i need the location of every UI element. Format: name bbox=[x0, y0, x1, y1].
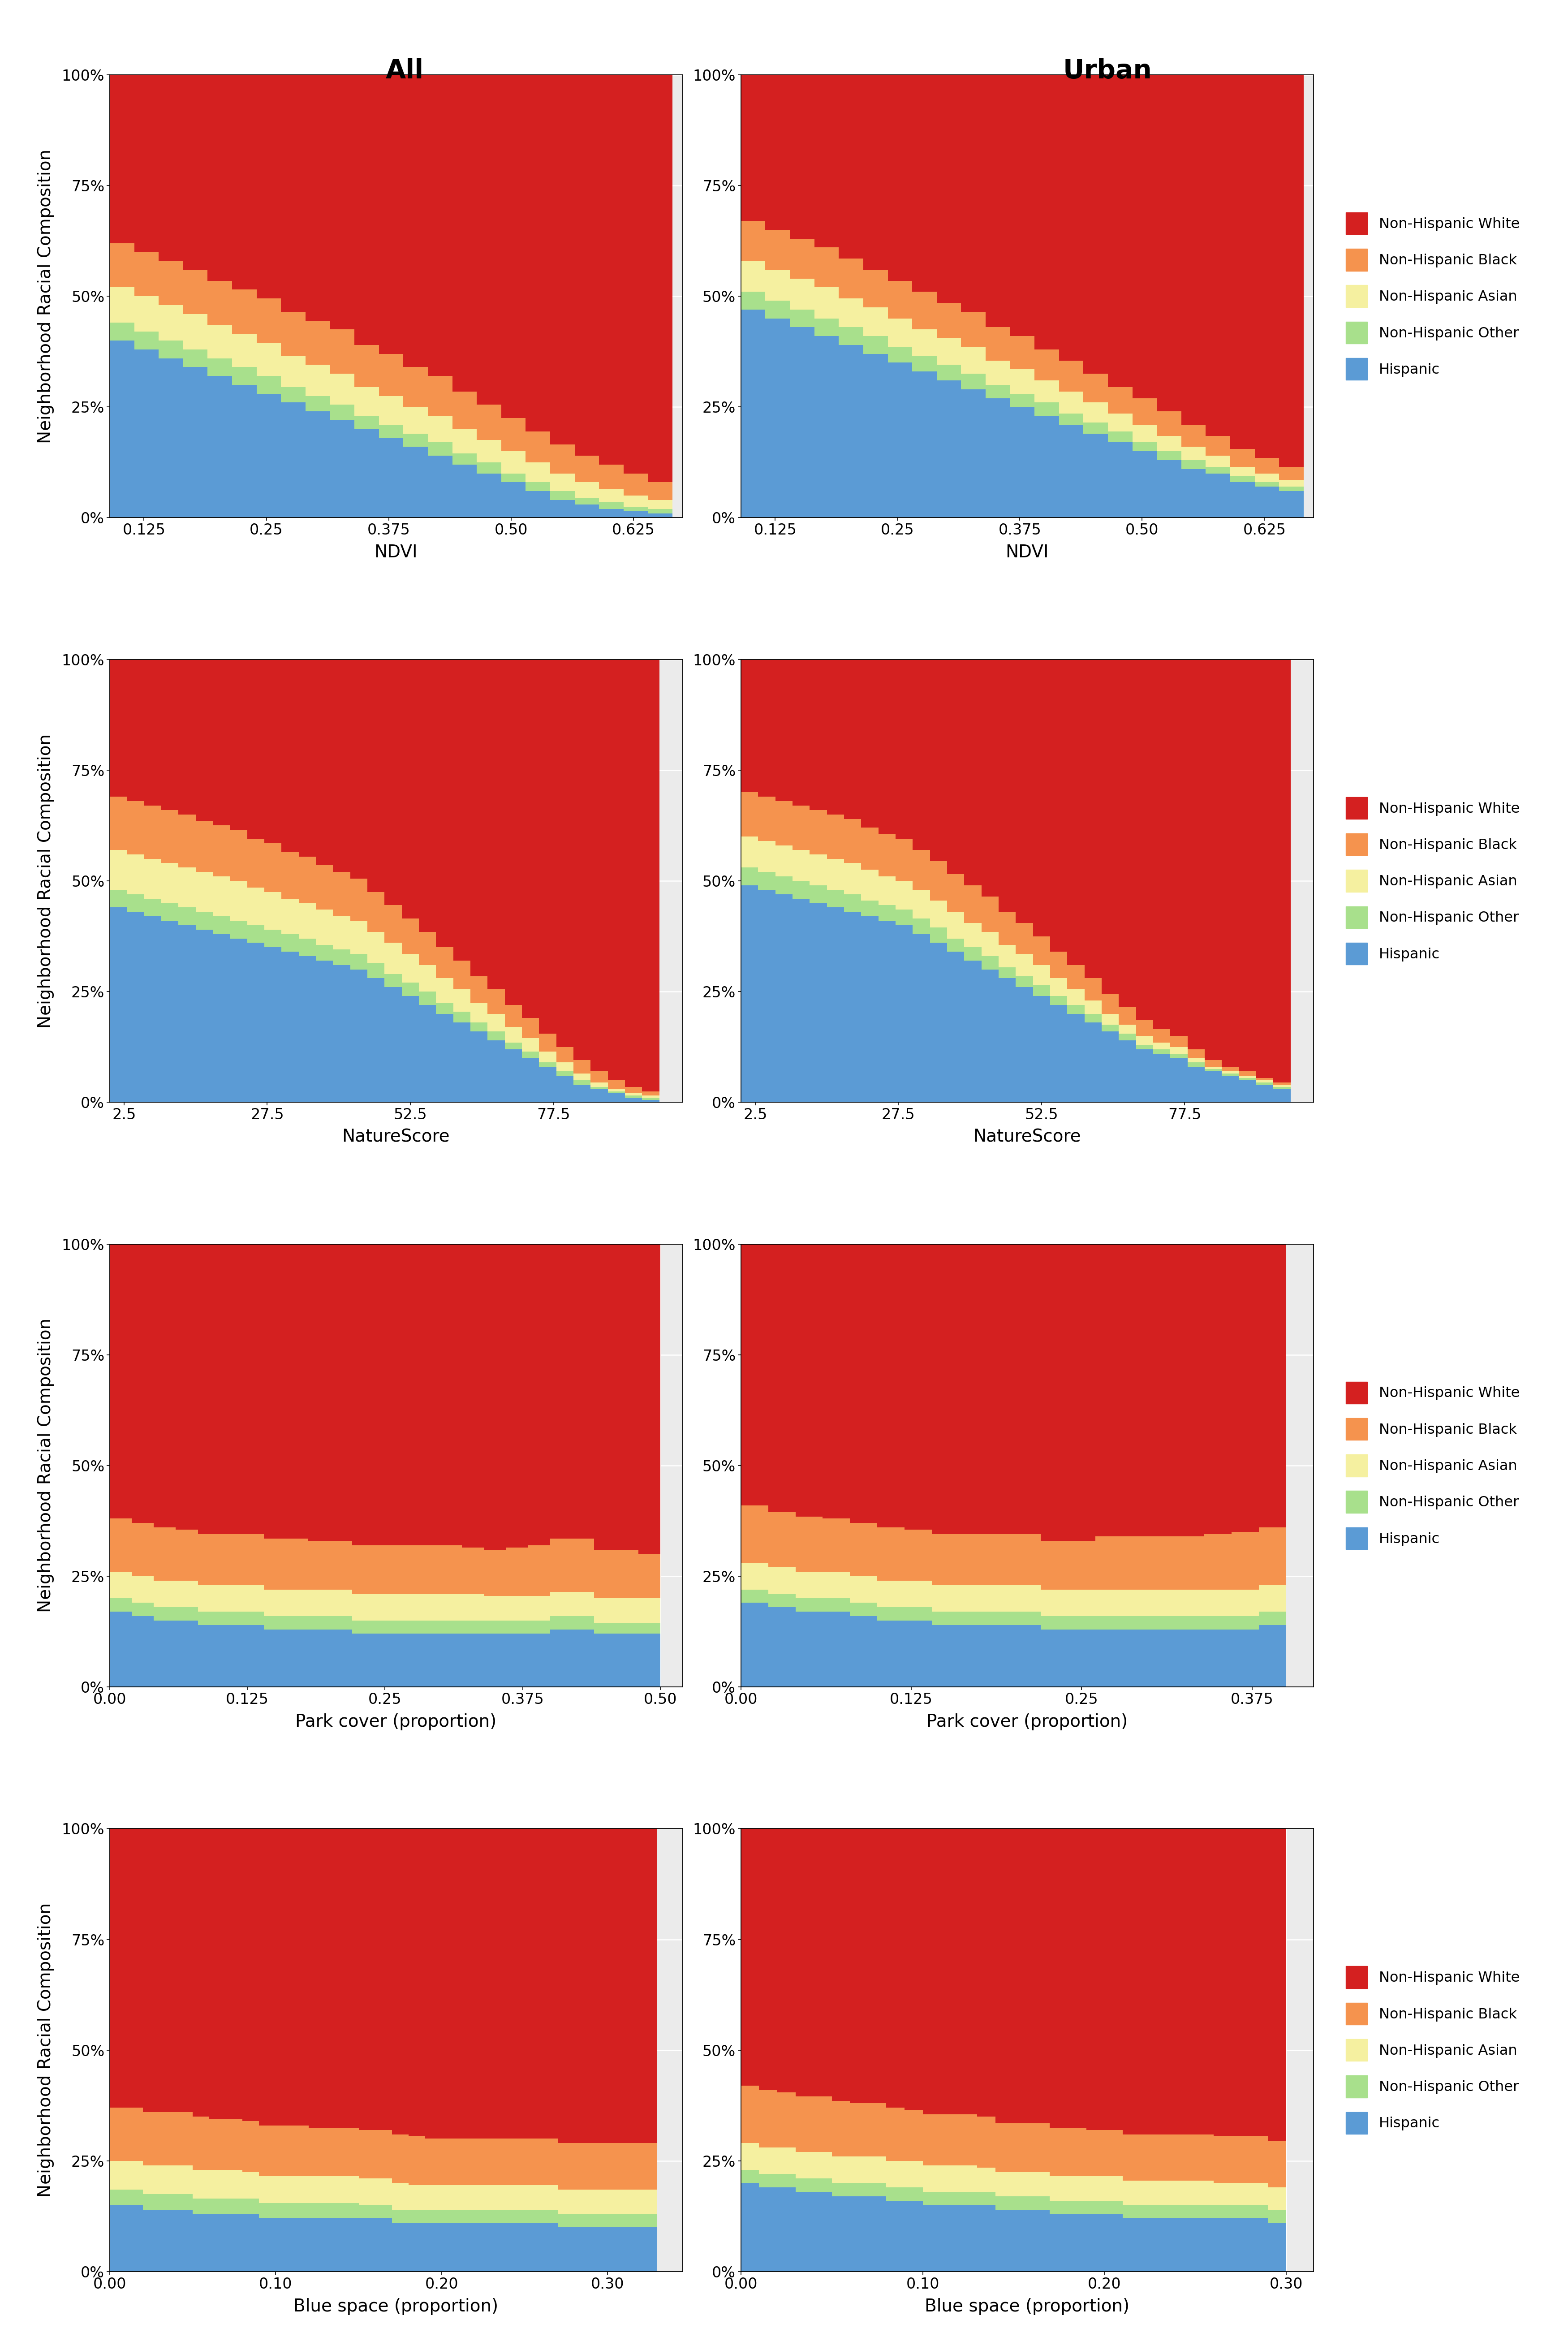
X-axis label: NDVI: NDVI bbox=[375, 545, 417, 561]
Legend: Non-Hispanic White, Non-Hispanic Black, Non-Hispanic Asian, Non-Hispanic Other, : Non-Hispanic White, Non-Hispanic Black, … bbox=[1345, 213, 1519, 381]
Legend: Non-Hispanic White, Non-Hispanic Black, Non-Hispanic Asian, Non-Hispanic Other, : Non-Hispanic White, Non-Hispanic Black, … bbox=[1345, 1381, 1519, 1549]
X-axis label: NatureScore: NatureScore bbox=[974, 1129, 1080, 1145]
X-axis label: Park cover (proportion): Park cover (proportion) bbox=[295, 1713, 497, 1729]
Text: All: All bbox=[386, 58, 423, 84]
Legend: Non-Hispanic White, Non-Hispanic Black, Non-Hispanic Asian, Non-Hispanic Other, : Non-Hispanic White, Non-Hispanic Black, … bbox=[1345, 1965, 1519, 2134]
Legend: Non-Hispanic White, Non-Hispanic Black, Non-Hispanic Asian, Non-Hispanic Other, : Non-Hispanic White, Non-Hispanic Black, … bbox=[1345, 797, 1519, 965]
Y-axis label: Neighborhood Racial Composition: Neighborhood Racial Composition bbox=[38, 1902, 55, 2197]
X-axis label: Blue space (proportion): Blue space (proportion) bbox=[293, 2297, 499, 2316]
X-axis label: NDVI: NDVI bbox=[1005, 545, 1049, 561]
Text: Urban: Urban bbox=[1063, 58, 1152, 84]
X-axis label: Park cover (proportion): Park cover (proportion) bbox=[927, 1713, 1127, 1729]
Y-axis label: Neighborhood Racial Composition: Neighborhood Racial Composition bbox=[38, 150, 55, 444]
X-axis label: Blue space (proportion): Blue space (proportion) bbox=[925, 2297, 1129, 2316]
X-axis label: NatureScore: NatureScore bbox=[342, 1129, 450, 1145]
Y-axis label: Neighborhood Racial Composition: Neighborhood Racial Composition bbox=[38, 734, 55, 1028]
Y-axis label: Neighborhood Racial Composition: Neighborhood Racial Composition bbox=[38, 1318, 55, 1613]
